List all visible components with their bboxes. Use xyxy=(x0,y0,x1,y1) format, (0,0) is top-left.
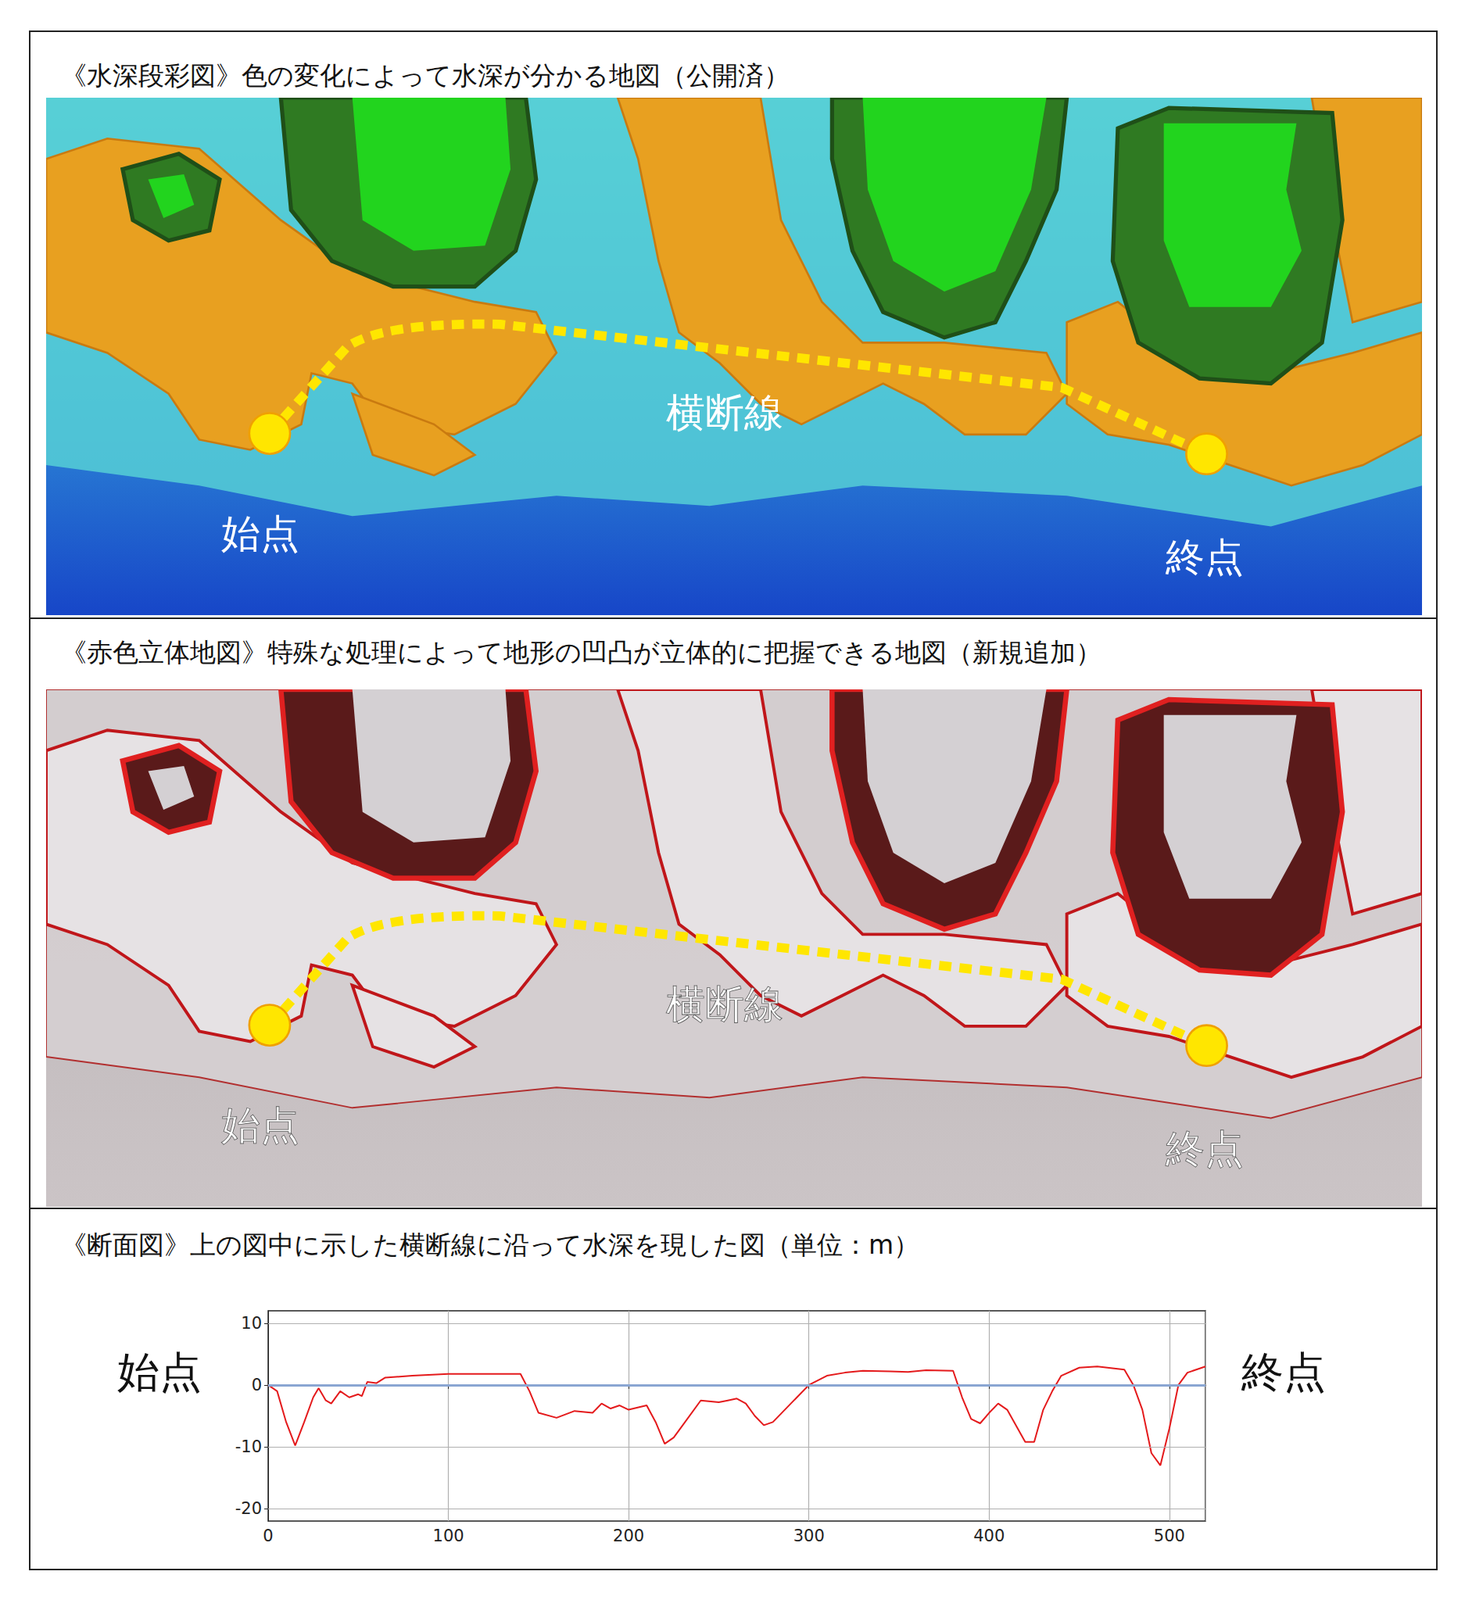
html-text:《断面図》上の図中に示した横断線に沿って水深を現した図（単位: 《断面図》上の図中に示した横断線に沿って水深を現した図（単位：m） xyxy=(60,1229,920,1261)
html-text:《赤色立体地図》特殊な処理によって地形の凹凸が立体的に把握で: 《赤色立体地図》特殊な処理によって地形の凹凸が立体的に把握できる地図（新規追加） xyxy=(60,637,1102,668)
html-text:始点: 始点 xyxy=(117,1347,202,1397)
svg-text:0: 0 xyxy=(251,1375,262,1395)
svg-text:始点: 始点 xyxy=(221,511,300,557)
html-text:終点: 終点 xyxy=(1241,1347,1326,1397)
svg-text:終点: 終点 xyxy=(1164,1126,1244,1172)
svg-text:-10: -10 xyxy=(235,1437,262,1457)
svg-text:横断線: 横断線 xyxy=(666,981,784,1028)
html-text:《水深段彩図》色の変化によって水深が分かる地図（公開済）: 《水深段彩図》色の変化によって水深が分かる地図（公開済） xyxy=(60,60,790,91)
svg-text:始点: 始点 xyxy=(221,1103,300,1149)
svg-text:0: 0 xyxy=(262,1526,273,1546)
svg-text:-20: -20 xyxy=(235,1499,262,1519)
svg-text:500: 500 xyxy=(1153,1526,1186,1546)
svg-text:10: 10 xyxy=(240,1314,262,1333)
svg-text:横断線: 横断線 xyxy=(666,390,784,436)
svg-text:400: 400 xyxy=(973,1526,1005,1546)
svg-text:300: 300 xyxy=(793,1526,825,1546)
svg-text:200: 200 xyxy=(612,1526,645,1546)
svg-text:100: 100 xyxy=(433,1526,465,1546)
svg-text:終点: 終点 xyxy=(1164,534,1244,581)
